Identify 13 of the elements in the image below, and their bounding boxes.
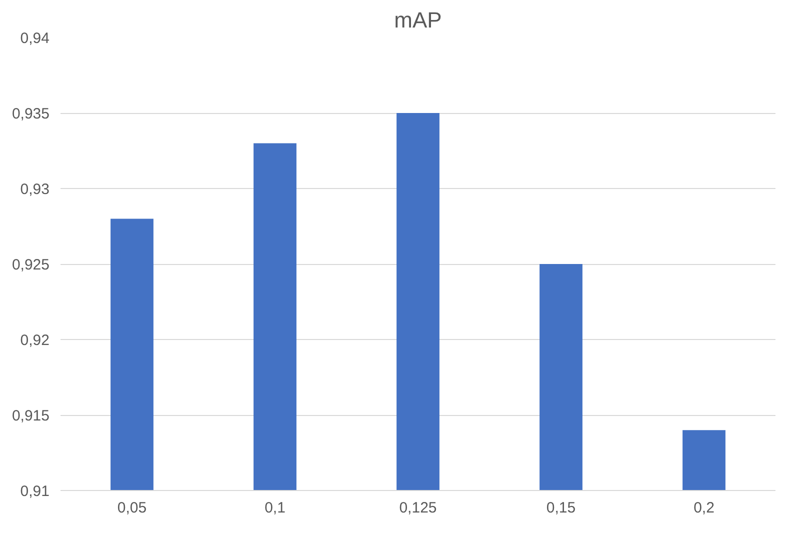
y-tick-label: 0,93	[20, 181, 50, 198]
x-tick-label: 0,2	[694, 500, 714, 516]
y-tick-label: 0,925	[12, 256, 50, 274]
y-tick-label: 0,94	[20, 30, 50, 47]
x-tick-label: 0,125	[399, 500, 437, 516]
y-tick-label: 0,91	[20, 483, 50, 500]
chart-title: mAP	[394, 8, 442, 32]
x-tick-label: 0,05	[117, 500, 147, 516]
y-tick-label: 0,915	[12, 408, 50, 424]
x-tick-label: 0,1	[264, 500, 286, 516]
y-tick-label: 0,92	[20, 332, 50, 349]
x-tick-label: 0,15	[546, 500, 576, 516]
y-tick-label: 0,935	[12, 106, 50, 122]
